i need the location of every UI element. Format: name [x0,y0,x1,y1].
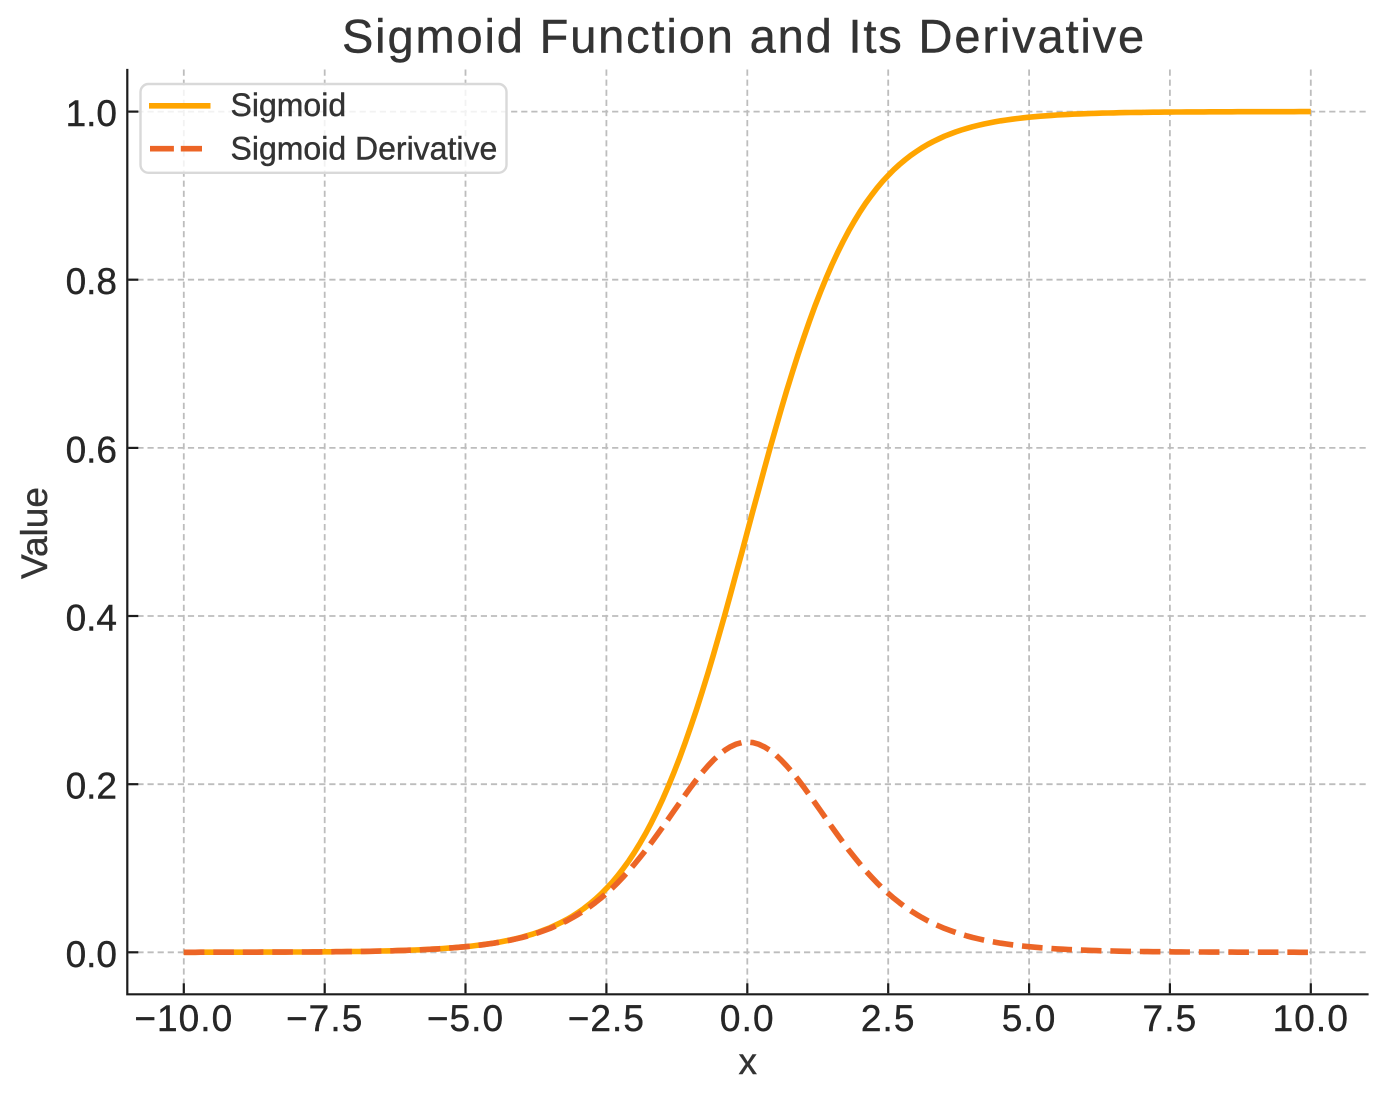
svg-text:−10.0: −10.0 [134,998,233,1039]
svg-text:Sigmoid Derivative: Sigmoid Derivative [231,131,498,167]
svg-text:0.2: 0.2 [66,766,117,807]
svg-text:x: x [738,1041,757,1082]
svg-text:Value: Value [14,487,55,579]
svg-text:5.0: 5.0 [1002,998,1057,1039]
svg-text:0.4: 0.4 [66,598,117,639]
svg-text:Sigmoid Function and Its Deriv: Sigmoid Function and Its Derivative [342,9,1146,62]
svg-text:−2.5: −2.5 [568,998,645,1039]
svg-text:1.0: 1.0 [66,93,117,134]
svg-text:2.5: 2.5 [861,998,916,1039]
svg-text:7.5: 7.5 [1143,998,1198,1039]
svg-text:0.8: 0.8 [66,261,117,302]
svg-text:−7.5: −7.5 [286,998,363,1039]
svg-text:0.0: 0.0 [66,934,117,975]
svg-text:Sigmoid: Sigmoid [231,87,347,123]
svg-text:0.6: 0.6 [66,429,117,470]
svg-text:0.0: 0.0 [720,998,775,1039]
svg-text:10.0: 10.0 [1273,998,1349,1039]
svg-text:−5.0: −5.0 [427,998,504,1039]
